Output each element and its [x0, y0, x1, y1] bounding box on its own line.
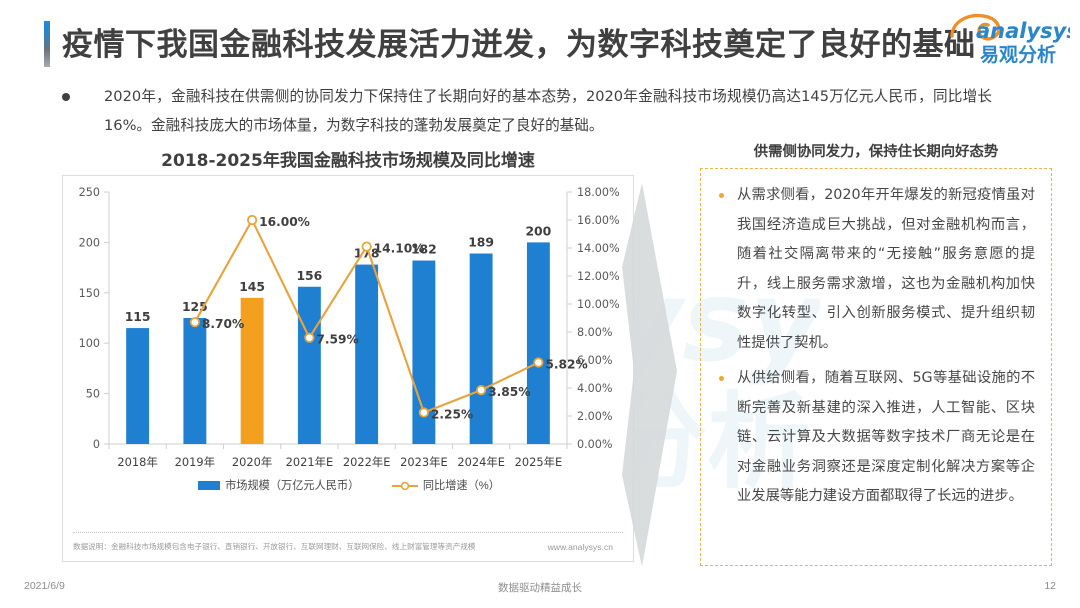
legend-swatch-line — [391, 481, 418, 491]
chart-note: 数据说明：金融科技市场规模包含电子银行、直销银行、开放银行、互联网理财、互联网保… — [73, 532, 623, 553]
svg-text:0.00%: 0.00% — [577, 438, 613, 451]
chart-plot: 0 50 100 150 200 250 0.00% 2.00% 4.00% 6.00% 8.00%… — [63, 176, 635, 486]
footer-slogan: 数据驱动精益成长 — [498, 582, 582, 594]
svg-text:12.00%: 12.00% — [577, 270, 620, 283]
svg-text:100: 100 — [79, 337, 100, 350]
svg-text:8.70%: 8.70% — [202, 317, 244, 331]
lead-text: 2020年，金融科技在供需侧的协同发力下保持住了长期向好的基本态势，2020年金… — [104, 88, 992, 134]
svg-text:200: 200 — [525, 223, 551, 238]
svg-text:200: 200 — [79, 236, 100, 249]
svg-text:189: 189 — [468, 234, 494, 249]
svg-text:2018年: 2018年 — [117, 455, 157, 469]
legend-swatch-bar — [198, 481, 221, 491]
legend-label-line: 同比增速（%） — [422, 479, 500, 492]
panel-bullet-dot-icon — [719, 376, 724, 381]
header: 疫情下我国金融科技发展活力迸发，为数字科技奠定了良好的基础 — [44, 18, 1080, 74]
lead-bullet: 2020年，金融科技在供需侧的协同发力下保持住了长期向好的基本态势，2020年金… — [62, 82, 992, 140]
svg-text:2025年E: 2025年E — [515, 455, 563, 469]
chart-note-text: 数据说明：金融科技市场规模包含电子银行、直销银行、开放银行、互联网理财、互联网保… — [73, 542, 476, 551]
svg-text:2019年: 2019年 — [175, 455, 215, 469]
bullet-dot-icon — [62, 93, 70, 101]
svg-text:7.59%: 7.59% — [316, 333, 358, 347]
arrow-pointer-icon — [620, 175, 690, 575]
svg-text:150: 150 — [79, 287, 100, 300]
svg-text:2024年E: 2024年E — [457, 455, 505, 469]
svg-text:145: 145 — [239, 279, 265, 294]
svg-text:250: 250 — [79, 186, 100, 199]
svg-text:50: 50 — [86, 388, 100, 401]
svg-text:2022年E: 2022年E — [343, 455, 391, 469]
svg-text:16.00%: 16.00% — [259, 215, 310, 229]
svg-text:115: 115 — [125, 309, 151, 324]
svg-text:4.00%: 4.00% — [577, 382, 613, 395]
svg-text:182: 182 — [411, 242, 437, 257]
footer: 2021/6/9 数据驱动精益成长 12 — [0, 572, 1080, 608]
footer-date: 2021/6/9 — [24, 580, 65, 592]
svg-text:3.85%: 3.85% — [488, 385, 530, 399]
panel-item-text: 从供给侧看，随着互联网、5G等基础设施的不断完善及新基建的深入推进，人工智能、区… — [737, 370, 1035, 504]
svg-text:14.00%: 14.00% — [577, 242, 620, 255]
panel-item-text: 从需求侧看，2020年开年爆发的新冠疫情虽对我国经济造成巨大挑战，但对金融机构而… — [737, 187, 1035, 351]
svg-text:5.82%: 5.82% — [545, 358, 587, 372]
svg-text:8.00%: 8.00% — [577, 326, 613, 339]
legend-label-bar: 市场规模（万亿元人民币） — [225, 479, 360, 492]
page-title: 疫情下我国金融科技发展活力迸发，为数字科技奠定了良好的基础 — [62, 27, 976, 63]
chart-note-url: www.analysys.cn — [547, 542, 613, 552]
panel-bullet-dot-icon — [719, 193, 724, 198]
svg-text:0: 0 — [93, 438, 100, 451]
panel-item-supply: 从供给侧看，随着互联网、5G等基础设施的不断完善及新基建的深入推进，人工智能、区… — [715, 364, 1035, 512]
svg-text:2.00%: 2.00% — [577, 410, 613, 423]
footer-page-number: 12 — [1044, 580, 1056, 592]
logo-text-cn: 易观分析 — [980, 43, 1056, 66]
svg-text:16.00%: 16.00% — [577, 214, 620, 227]
svg-text:156: 156 — [296, 268, 322, 283]
logo-text-en: analysys — [976, 19, 1070, 43]
svg-text:2021年E: 2021年E — [286, 455, 334, 469]
svg-text:2.25%: 2.25% — [431, 408, 473, 422]
analysys-logo: analysys 易观分析 — [946, 8, 1070, 66]
legend-item-bar: 市场规模（万亿元人民币） — [198, 477, 359, 493]
insight-panel: 从需求侧看，2020年开年爆发的新冠疫情虽对我国经济造成巨大挑战，但对金融机构而… — [700, 168, 1052, 566]
svg-text:2020年: 2020年 — [232, 455, 272, 469]
svg-text:10.00%: 10.00% — [577, 298, 620, 311]
chart-legend: 市场规模（万亿元人民币） 同比增速（%） — [63, 476, 635, 494]
panel-item-demand: 从需求侧看，2020年开年爆发的新冠疫情虽对我国经济造成巨大挑战，但对金融机构而… — [715, 181, 1035, 358]
svg-text:6.00%: 6.00% — [577, 354, 613, 367]
svg-text:18.00%: 18.00% — [577, 186, 620, 199]
panel-heading: 供需侧协同发力，保持住长期向好态势 — [753, 144, 999, 160]
title-accent-bar — [44, 21, 50, 67]
chart-title: 2018-2025年我国金融科技市场规模及同比增速 — [161, 151, 535, 171]
svg-text:14.10%: 14.10% — [374, 242, 425, 256]
legend-item-line: 同比增速（%） — [391, 477, 500, 493]
chart-container: 0 50 100 150 200 250 0.00% 2.00% 4.00% 6.00% 8.00%… — [62, 175, 634, 562]
svg-text:2023年E: 2023年E — [400, 455, 448, 469]
